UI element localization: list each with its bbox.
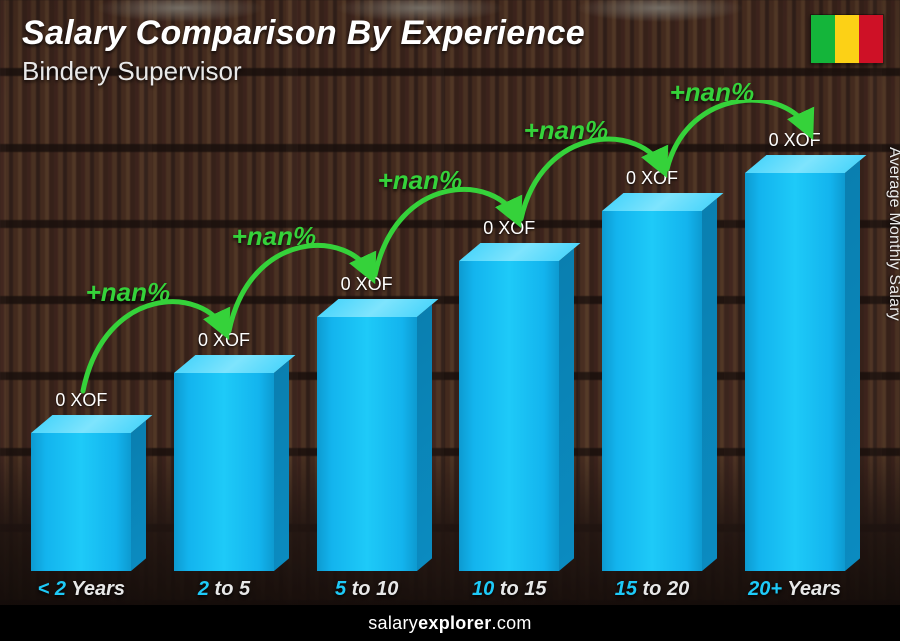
footer-brand-prefix: salary — [368, 613, 418, 633]
bar-wrap: 0 XOF — [592, 211, 712, 571]
growth-label: +nan% — [232, 221, 317, 252]
y-axis-label: Average Monthly Salary — [885, 147, 900, 321]
bar-side — [274, 360, 289, 571]
chart-area: 0 XOF0 XOF0 XOF0 XOF0 XOF0 XOF +nan%+nan… — [0, 100, 876, 571]
bar-front — [459, 261, 559, 571]
x-axis-label-plain: to 15 — [494, 578, 546, 600]
x-axis-label-plain: Years — [782, 578, 841, 600]
bar-side — [559, 248, 574, 571]
bar-front — [602, 211, 702, 571]
bar-front — [174, 373, 274, 571]
bar-wrap: 0 XOF — [735, 173, 855, 571]
flag-stripe-3 — [859, 15, 883, 63]
flag-stripe-1 — [811, 15, 835, 63]
bar-front — [317, 317, 417, 571]
growth-label: +nan% — [378, 165, 463, 196]
x-axis-label-accent: 15 — [615, 578, 637, 600]
x-axis-label: 20+ Years — [735, 578, 855, 601]
bar-wrap: 0 XOF — [307, 317, 427, 571]
growth-label: +nan% — [670, 77, 755, 108]
footer-brand-suffix: .com — [492, 613, 532, 633]
x-axis-label: < 2 Years — [21, 578, 141, 601]
bar-wrap: 0 XOF — [21, 433, 141, 571]
bar-wrap: 0 XOF — [164, 373, 284, 571]
x-axis-label: 2 to 5 — [164, 578, 284, 601]
bar: 0 XOF — [745, 173, 845, 571]
chart-subtitle: Bindery Supervisor — [22, 56, 242, 87]
growth-label: +nan% — [86, 277, 171, 308]
bar: 0 XOF — [459, 261, 559, 571]
footer-brand: salaryexplorer.com — [368, 613, 531, 634]
bar-value-label: 0 XOF — [439, 218, 579, 239]
bar: 0 XOF — [174, 373, 274, 571]
x-axis-label-accent: 20+ — [748, 578, 782, 600]
bar-value-label: 0 XOF — [297, 274, 437, 295]
x-axis-label-accent: 2 — [198, 578, 209, 600]
x-axis-label-accent: 5 — [335, 578, 346, 600]
bar-side — [417, 304, 432, 571]
footer: salaryexplorer.com — [0, 605, 900, 641]
bar: 0 XOF — [31, 433, 131, 571]
bar-value-label: 0 XOF — [11, 390, 151, 411]
flag-icon — [810, 14, 884, 64]
x-axis-label-plain: to 20 — [637, 578, 689, 600]
bar-wrap: 0 XOF — [449, 261, 569, 571]
x-axis-label-plain: to 10 — [346, 578, 398, 600]
x-axis-label: 15 to 20 — [592, 578, 712, 601]
chart-title: Salary Comparison By Experience — [22, 14, 585, 53]
bar-side — [131, 420, 146, 571]
bar-value-label: 0 XOF — [154, 330, 294, 351]
x-axis-label-plain: to 5 — [209, 578, 250, 600]
x-axis-label: 5 to 10 — [307, 578, 427, 601]
x-axis-label-plain: Years — [66, 578, 125, 600]
x-axis-label: 10 to 15 — [449, 578, 569, 601]
chart-stage: { "title": "Salary Comparison By Experie… — [0, 0, 900, 641]
bar-side — [702, 198, 717, 571]
bar-value-label: 0 XOF — [582, 168, 722, 189]
x-axis-label-accent: < 2 — [38, 578, 66, 600]
bar: 0 XOF — [317, 317, 417, 571]
bar-side — [845, 160, 860, 571]
x-axis-label-accent: 10 — [472, 578, 494, 600]
x-axis-labels: < 2 Years 2 to 5 5 to 10 10 to 15 15 to 20 20… — [0, 578, 876, 601]
bar-value-label: 0 XOF — [725, 130, 865, 151]
bar-front — [31, 433, 131, 571]
growth-label: +nan% — [524, 115, 609, 146]
bar-front — [745, 173, 845, 571]
footer-brand-bold: explorer — [418, 613, 491, 633]
bar: 0 XOF — [602, 211, 702, 571]
flag-stripe-2 — [835, 15, 859, 63]
